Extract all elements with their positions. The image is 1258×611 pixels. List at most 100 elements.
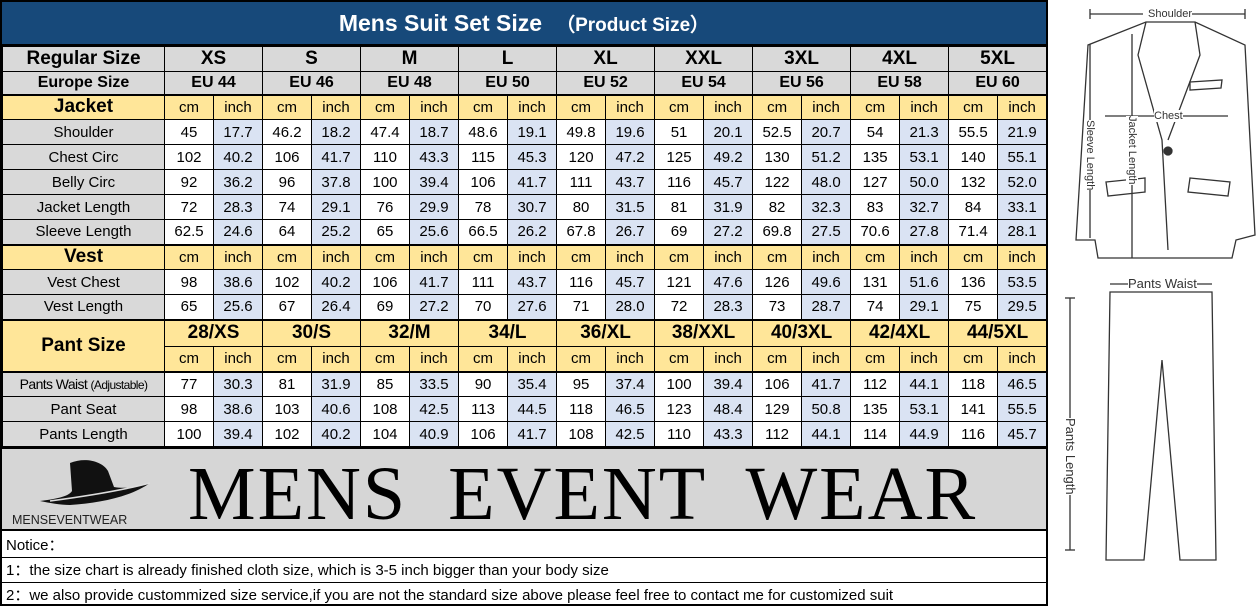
cm-value: 80: [556, 194, 607, 220]
inch-value: 28.1: [997, 219, 1046, 245]
unit-inch: inch: [311, 93, 362, 120]
inch-value: 19.1: [507, 119, 558, 145]
inch-value: 29.1: [899, 294, 950, 320]
cm-value: 70.6: [850, 219, 901, 245]
inch-value: 49.2: [703, 144, 754, 170]
cm-value: 78: [458, 194, 509, 220]
label-chest: Chest: [1154, 110, 1183, 122]
pant-size-row: Pant Size 28/XS 30/S 32/M 34/L 36/XL 38/XXL 40/…: [2, 318, 1046, 372]
cm-value: 98: [164, 269, 214, 295]
unit-cm: cm: [458, 93, 509, 120]
cm-value: 69: [360, 294, 411, 320]
europe-size: EU 44: [163, 71, 264, 95]
cm-value: 114: [850, 421, 901, 447]
inch-value: 27.8: [899, 219, 950, 245]
cm-value: 82: [752, 194, 803, 220]
cm-value: 100: [654, 370, 705, 397]
europe-size-label: Europe Size: [2, 71, 165, 95]
inch-value: 33.5: [409, 370, 460, 397]
table-row: Chest Circ 102 40.2 106 41.7 110 43.3 115 45.3 12…: [2, 144, 1046, 170]
unit-cm: cm: [556, 243, 607, 270]
inch-value: 41.7: [801, 370, 852, 397]
inch-value: 42.5: [605, 421, 656, 447]
inch-value: 53.5: [997, 269, 1046, 295]
inch-value: 43.3: [703, 421, 754, 447]
cm-value: 83: [850, 194, 901, 220]
unit-inch: inch: [703, 346, 754, 372]
unit-inch: inch: [801, 93, 852, 120]
unit-inch: inch: [409, 93, 460, 120]
pants-section-label: Pant Size: [2, 318, 165, 372]
inch-value: 50.0: [899, 169, 950, 195]
measurement-label: Pants Length: [2, 421, 165, 447]
pant-size-header: 30/S: [262, 318, 362, 347]
inch-value: 39.4: [703, 370, 754, 397]
cm-value: 66.5: [458, 219, 509, 245]
inch-value: 46.5: [605, 396, 656, 422]
europe-size: EU 50: [458, 71, 558, 95]
inch-value: 26.7: [605, 219, 656, 245]
unit-inch: inch: [311, 346, 362, 372]
inch-value: 44.5: [507, 396, 558, 422]
table-row: Belly Circ 92 36.2 96 37.8 100 39.4 106 41.7 111 4…: [2, 169, 1046, 195]
inch-value: 43.7: [605, 169, 656, 195]
unit-inch: inch: [899, 346, 950, 372]
unit-inch: inch: [507, 93, 558, 120]
cm-value: 51: [654, 119, 705, 145]
label-pants-length: Pants Length: [1063, 418, 1078, 495]
label-sleeve-length: Sleeve Length: [1084, 120, 1096, 191]
unit-inch: inch: [997, 93, 1046, 120]
inch-value: 40.9: [409, 421, 460, 447]
inch-value: 45.7: [997, 421, 1046, 447]
measurement-name: Pants Length: [39, 425, 128, 443]
cm-value: 106: [458, 421, 509, 447]
cm-value: 46.2: [262, 119, 313, 145]
inch-value: 37.8: [311, 169, 362, 195]
inch-value: 26.4: [311, 294, 362, 320]
cm-value: 104: [360, 421, 411, 447]
europe-size: EU 48: [360, 71, 460, 95]
cm-value: 141: [948, 396, 999, 422]
cm-value: 65: [164, 294, 214, 320]
inch-value: 31.5: [605, 194, 656, 220]
cm-value: 67: [262, 294, 313, 320]
cm-value: 54: [850, 119, 901, 145]
measurement-label: Chest Circ: [2, 144, 165, 170]
inch-value: 26.2: [507, 219, 558, 245]
cm-value: 98: [164, 396, 214, 422]
unit-cm: cm: [752, 93, 803, 120]
inch-value: 28.0: [605, 294, 656, 320]
cm-value: 84: [948, 194, 999, 220]
unit-cm: cm: [262, 93, 313, 120]
measurement-label: Sleeve Length: [2, 219, 165, 245]
notice-heading: Notice：: [2, 533, 1046, 558]
inch-value: 25.2: [311, 219, 362, 245]
notice-item-2: 2：we also provide custommized size servi…: [6, 587, 894, 604]
unit-inch: inch: [212, 346, 264, 372]
inch-value: 39.4: [409, 169, 460, 195]
jacket-section-label: Jacket: [2, 93, 165, 120]
jacket-header-row: Jacket cm inch cm inch cm inch cm inch cm inch cm in…: [2, 93, 1046, 120]
measurement-note: (Adjustable): [90, 378, 148, 393]
cm-value: 81: [262, 370, 313, 397]
inch-value: 43.7: [507, 269, 558, 295]
inch-value: 44.1: [801, 421, 852, 447]
size-header: 5XL: [948, 46, 1046, 72]
pant-size-header: 38/XXL: [654, 318, 754, 347]
inch-value: 31.9: [703, 194, 754, 220]
unit-inch: inch: [212, 93, 264, 120]
unit-cm: cm: [752, 346, 803, 372]
cm-value: 85: [360, 370, 411, 397]
unit-inch: inch: [605, 243, 656, 270]
unit-inch: inch: [801, 243, 852, 270]
cm-value: 55.5: [948, 119, 999, 145]
cm-value: 135: [850, 144, 901, 170]
inch-value: 45.7: [605, 269, 656, 295]
unit-inch: inch: [605, 346, 656, 372]
unit-cm: cm: [262, 243, 313, 270]
jacket-pants-illustration: [1065, 9, 1256, 561]
inch-value: 24.6: [212, 219, 264, 245]
cm-value: 47.4: [360, 119, 411, 145]
cm-value: 110: [360, 144, 411, 170]
inch-value: 19.6: [605, 119, 656, 145]
